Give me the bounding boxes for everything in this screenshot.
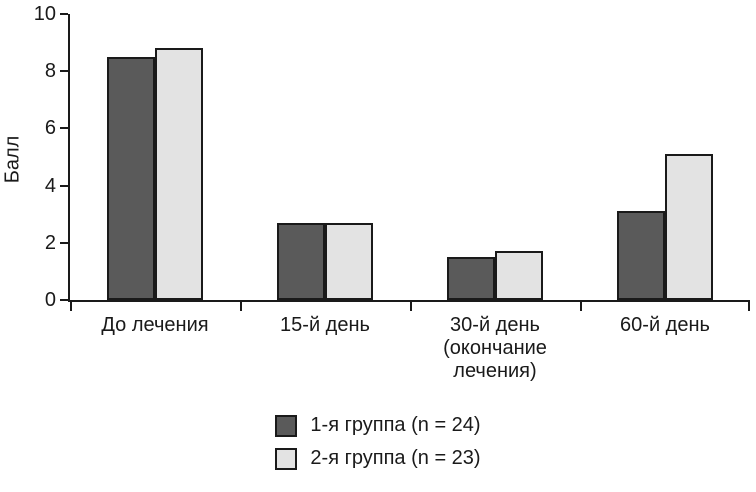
y-axis-label: Балл — [1, 135, 24, 184]
x-tick-mark — [580, 302, 582, 311]
legend-swatch-icon — [275, 447, 298, 470]
legend-item-2: 2-я группа (n = 23) — [275, 447, 481, 470]
x-tick-mark — [410, 302, 412, 311]
bar-series-2 — [495, 251, 543, 300]
bar-series-1 — [447, 257, 495, 300]
x-tick-mark — [70, 302, 72, 311]
plot-area: 0 2 4 6 8 10 До лечения 15-й день 30-й день (око… — [34, 3, 750, 382]
bar-series-1 — [107, 56, 155, 300]
y-tick-mark — [60, 241, 68, 244]
y-tick-mark — [60, 127, 68, 130]
bar-series-1 — [617, 211, 665, 300]
x-tick-mark — [240, 302, 242, 311]
x-category-label: 30-й день (окончание лечения) — [443, 314, 547, 382]
legend-label: 2-я группа (n = 23) — [310, 447, 481, 469]
y-tick-label: 0 — [44, 289, 56, 311]
legend-item-1: 1-я группа (n = 24) — [275, 414, 481, 437]
y-tick-mark — [60, 13, 68, 15]
y-tick-label: 4 — [44, 174, 56, 197]
y-tick-label: 10 — [33, 3, 56, 25]
y-tick-mark — [60, 299, 68, 301]
x-category-label: 60-й день — [620, 314, 710, 336]
y-tick-label: 8 — [44, 60, 56, 83]
y-tick-label: 6 — [44, 117, 56, 140]
x-category-label: До лечения — [101, 314, 209, 336]
bar-series-2 — [665, 154, 713, 300]
y-tick-label: 2 — [44, 231, 56, 254]
legend-swatch-icon — [275, 414, 298, 437]
legend-items: 1-я группа (n = 24) 2-я группа (n = 23) — [275, 414, 481, 470]
bar-series-1 — [277, 222, 325, 300]
bar-series-2 — [155, 48, 203, 300]
legend-label: 1-я группа (n = 24) — [310, 414, 481, 436]
x-tick-mark — [748, 302, 750, 311]
y-tick-mark — [60, 184, 68, 187]
legend: 1-я группа (n = 24) 2-я группа (n = 23) — [0, 414, 756, 470]
bar-series-2 — [325, 222, 373, 300]
x-category-label: 15-й день — [280, 314, 370, 336]
y-tick-mark — [60, 70, 68, 73]
